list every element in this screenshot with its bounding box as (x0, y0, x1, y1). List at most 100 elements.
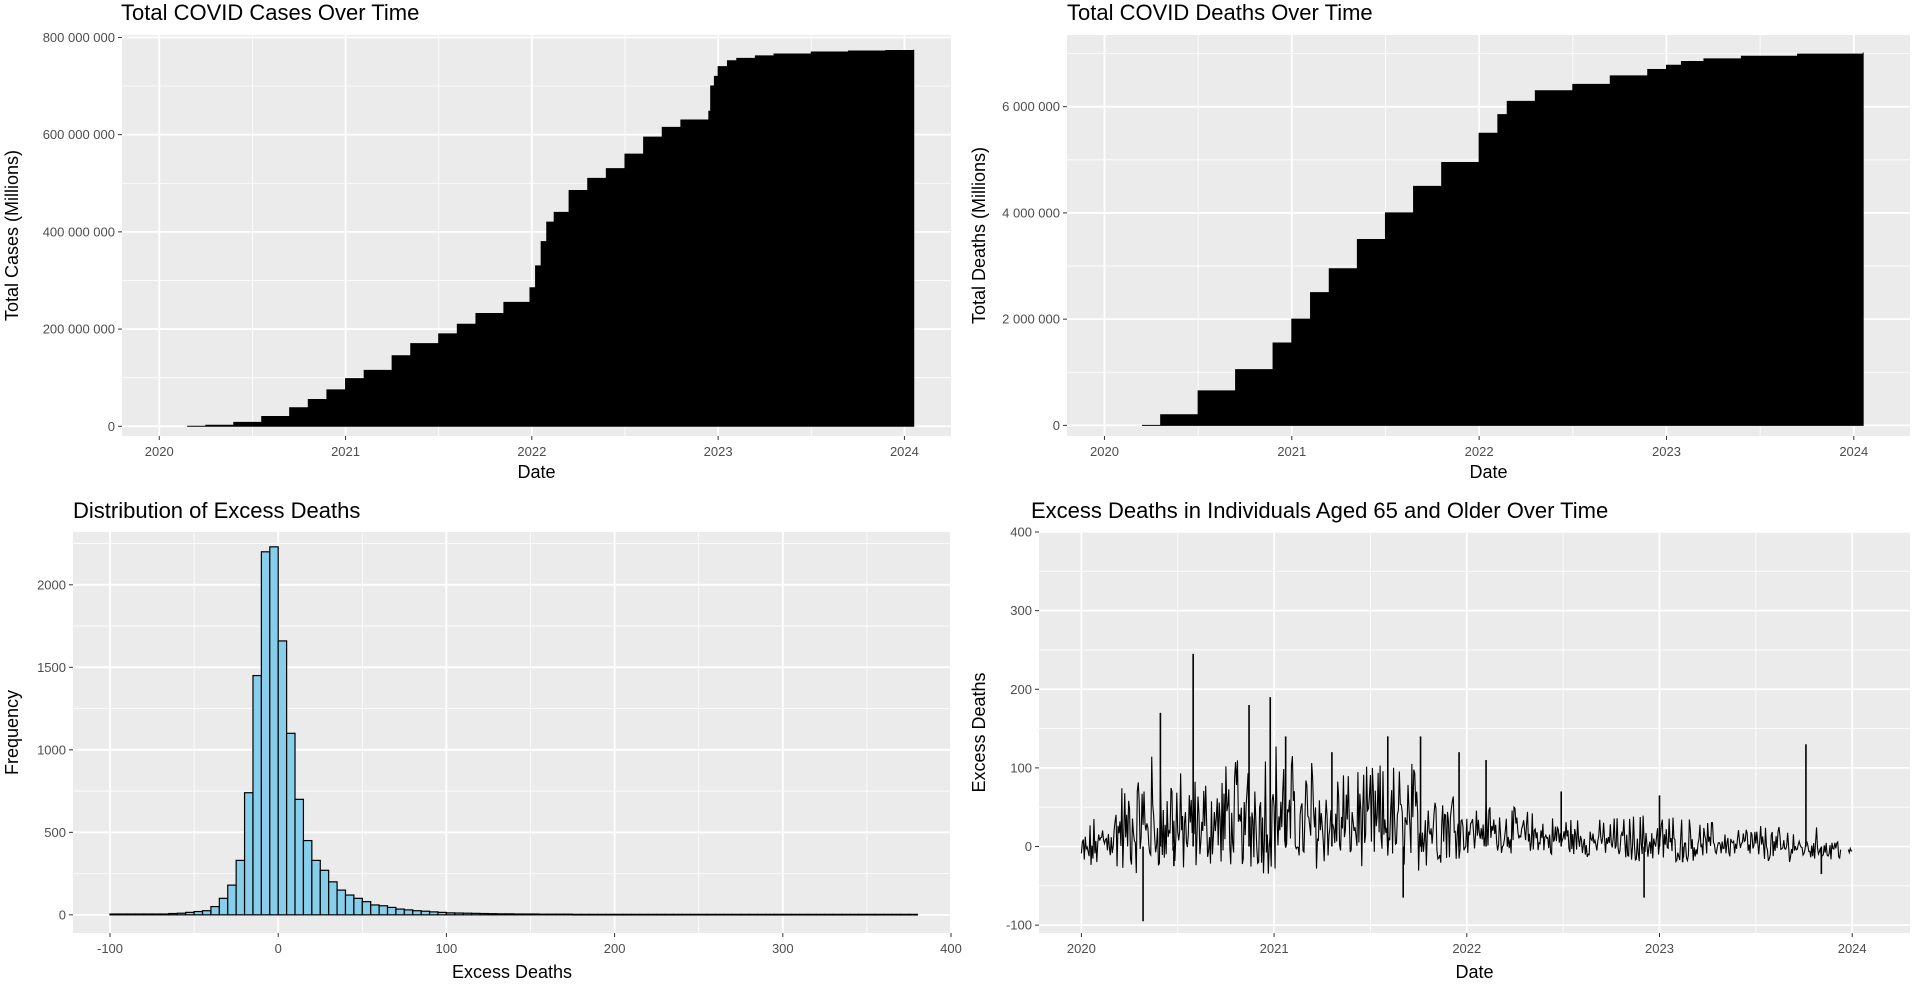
chart-cases: 2020 2021 2022 2023 2024 0 200 000 000 400 000 … (2, 0, 951, 482)
histogram-bar (672, 913, 683, 916)
x-tick-label: 400 (940, 941, 962, 956)
histogram-bar (361, 901, 372, 916)
histogram-bar (857, 913, 868, 916)
histogram-bar (731, 913, 742, 916)
histogram-bar (193, 910, 204, 916)
histogram-bar (538, 913, 548, 916)
x-tick-label: 100 (436, 941, 458, 956)
histogram-bar (445, 912, 456, 916)
y-tick-label: 6 000 000 (1002, 99, 1060, 114)
x-axis-title: Date (1455, 962, 1493, 982)
histogram-bar (176, 912, 187, 916)
histogram-bar (185, 911, 195, 916)
histogram-bar (353, 897, 363, 916)
x-tick-label: 2022 (1452, 941, 1481, 956)
histogram-bar (714, 913, 725, 916)
histogram-bar (832, 913, 843, 916)
histogram-bar (664, 913, 675, 916)
histogram-bar (487, 913, 498, 916)
histogram-bar (243, 792, 254, 916)
histogram-bar (386, 906, 397, 916)
histogram-bar (454, 912, 464, 916)
y-axis-title: Frequency (2, 690, 22, 775)
histogram-bar (420, 910, 431, 916)
chart-title: Total COVID Cases Over Time (121, 0, 419, 25)
area-series (1141, 52, 1864, 426)
histogram-bar (706, 913, 717, 916)
histogram-bar (799, 913, 809, 916)
histogram-bar (698, 913, 708, 916)
x-tick-label: 2020 (1090, 444, 1119, 459)
histogram-bar (269, 546, 279, 916)
y-tick-label: 0 (1025, 839, 1032, 854)
histogram-bar (681, 913, 691, 916)
y-tick-label: 600 000 000 (43, 127, 115, 142)
histogram-bar (302, 839, 313, 916)
chart-excess: 2020 2021 2022 2023 2024 -100 0 100 200 300 400 Exc… (969, 498, 1910, 982)
histogram-bar (807, 913, 818, 916)
histogram-bar (328, 881, 338, 916)
histogram-bar (378, 905, 389, 916)
x-tick-label: 2024 (1839, 444, 1868, 459)
plot-panel (73, 532, 951, 933)
histogram-bar (908, 913, 918, 916)
x-tick-label: 2021 (1260, 941, 1289, 956)
histogram-bar (260, 551, 271, 916)
histogram-bar (563, 913, 574, 916)
histogram-bar (168, 912, 178, 916)
y-tick-label: 300 (1010, 603, 1032, 618)
histogram-bar (294, 798, 305, 916)
histogram-bar (218, 897, 229, 916)
histogram-bar (479, 912, 490, 916)
histogram-bar (428, 911, 439, 916)
chart-title: Total COVID Deaths Over Time (1067, 0, 1373, 25)
histogram-bar (689, 913, 700, 916)
y-axis-title: Excess Deaths (969, 672, 989, 792)
y-tick-label: 0 (1053, 418, 1060, 433)
histogram-bar (529, 913, 540, 916)
y-tick-label: 800 000 000 (43, 30, 115, 45)
histogram-bar (336, 889, 347, 916)
y-axis-title: Total Cases (Millions) (2, 150, 22, 321)
y-tick-label: 0 (59, 907, 66, 922)
x-tick-label: 2023 (704, 444, 733, 459)
y-axis-title: Total Deaths (Millions) (969, 147, 989, 324)
histogram-bar (883, 913, 893, 916)
histogram-bar (109, 913, 120, 916)
histogram-bar (252, 674, 262, 916)
histogram-bar (765, 913, 775, 916)
histogram-bar (748, 913, 759, 916)
histogram-bar (462, 912, 473, 916)
histogram-bar (891, 913, 902, 916)
y-tick-label: 2 000 000 (1002, 312, 1060, 327)
y-tick-label: 500 (44, 825, 66, 840)
histogram-bar (151, 913, 162, 916)
histogram-bar (504, 913, 515, 916)
x-tick-label: 2022 (517, 444, 546, 459)
histogram-bar (546, 913, 557, 916)
histogram-bar (496, 913, 506, 916)
histogram-bar (471, 912, 481, 916)
histogram-bar (639, 913, 649, 916)
y-tick-label: 1500 (37, 660, 66, 675)
histogram-bar (580, 913, 590, 916)
histogram-bar (395, 908, 405, 916)
histogram-bar (286, 732, 296, 916)
histogram-bar (117, 913, 128, 916)
plot-panel (1039, 532, 1910, 933)
x-tick-label: 2020 (145, 444, 174, 459)
histogram-bar (126, 913, 136, 916)
histogram-bar (201, 910, 212, 916)
x-axis-title: Date (517, 462, 555, 482)
x-tick-label: 0 (275, 941, 282, 956)
histogram-bar (311, 859, 321, 916)
histogram-bar (622, 913, 633, 916)
histogram-bar (756, 913, 767, 916)
histogram-bar (899, 913, 910, 916)
histogram-bar (319, 869, 330, 916)
y-tick-label: 100 (1010, 760, 1032, 775)
y-tick-label: 4 000 000 (1002, 205, 1060, 220)
histogram-bar (866, 913, 876, 916)
histogram-bar (227, 884, 237, 916)
y-tick-label: 1000 (37, 742, 66, 757)
